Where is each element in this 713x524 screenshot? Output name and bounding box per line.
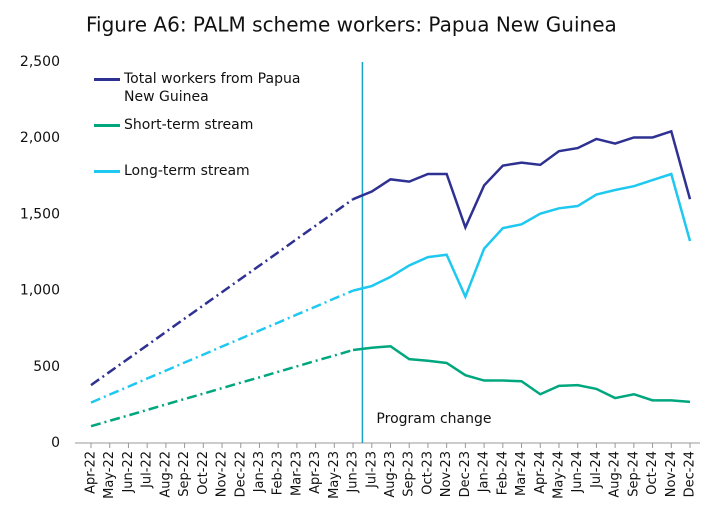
legend-swatch: [94, 124, 120, 127]
chart-title: Figure A6: PALM scheme workers: Papua Ne…: [86, 13, 617, 37]
x-tick-label: Sep-23: [402, 451, 417, 497]
x-tick-label: May-24: [551, 451, 566, 499]
x-tick-label: Apr-23: [308, 451, 323, 494]
y-tick-label: 2,000: [20, 130, 60, 146]
x-tick-label: Aug-24: [608, 451, 623, 498]
legend-item: Short-term stream: [92, 116, 324, 134]
x-tick-label: Aug-23: [383, 451, 398, 498]
y-tick-label: 500: [33, 359, 60, 375]
x-tick-label: Feb-23: [271, 451, 286, 495]
x-tick-label: Oct-23: [420, 451, 435, 495]
y-tick-label: 1,500: [20, 206, 60, 222]
x-tick-label: Jan-24: [477, 451, 492, 493]
x-tick-label: Mar-23: [289, 451, 304, 496]
series-line: [352, 129, 692, 231]
x-tick-label: Sep-24: [626, 451, 641, 497]
x-tick-label: Jul-23: [364, 451, 379, 489]
x-tick-label: Apr-24: [533, 451, 548, 494]
legend-label: Total workers from Papua New Guinea: [124, 71, 301, 105]
legend-label: Short-term stream: [124, 117, 254, 133]
x-tick-label: Aug-22: [158, 451, 173, 498]
legend-item: Total workers from Papua New Guinea: [92, 70, 324, 106]
series-line: [90, 198, 354, 387]
x-tick-label: Oct-22: [196, 451, 211, 495]
x-tick-label: Apr-22: [84, 451, 99, 494]
x-tick-label: Nov-22: [215, 451, 230, 497]
series-line: [90, 348, 354, 428]
y-tick-label: 1,000: [20, 283, 60, 299]
x-tick-label: Jun-22: [121, 451, 136, 494]
x-tick-label: Oct-24: [645, 451, 660, 495]
x-tick-label: Jul-24: [589, 451, 604, 489]
x-tick-label: Mar-24: [514, 451, 529, 496]
y-tick-label: 0: [51, 435, 60, 451]
x-tick-label: Sep-22: [177, 451, 192, 497]
x-tick-label: Nov-23: [439, 451, 454, 497]
x-tick-label: Feb-24: [495, 451, 510, 495]
series-line: [352, 172, 692, 300]
x-tick-label: May-23: [327, 451, 342, 499]
legend-swatch: [94, 78, 120, 81]
y-tick-label: 2,500: [20, 54, 60, 70]
legend-label: Long-term stream: [124, 163, 250, 179]
legend-item: Long-term stream: [92, 162, 324, 180]
x-tick-label: Dec-22: [233, 451, 248, 497]
x-tick-label: Jan-23: [252, 451, 267, 493]
x-tick-label: Dec-23: [458, 451, 473, 497]
series-line: [352, 344, 691, 404]
x-tick-label: May-22: [102, 451, 117, 499]
series-line: [90, 289, 354, 404]
x-tick-label: Nov-24: [664, 451, 679, 497]
x-tick-label: Jun-24: [570, 451, 585, 494]
legend-swatch: [94, 170, 120, 173]
legend: Total workers from Papua New Guinea Short…: [92, 70, 324, 180]
annotation-text: Program change: [376, 411, 491, 427]
x-tick-label: Jul-22: [140, 451, 155, 489]
x-tick-label: Dec-24: [683, 451, 698, 497]
x-tick-label: Jun-23: [346, 451, 361, 494]
